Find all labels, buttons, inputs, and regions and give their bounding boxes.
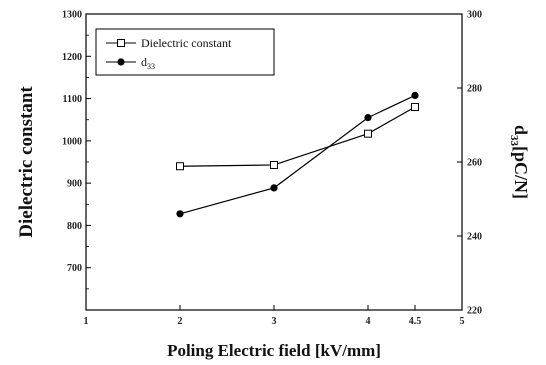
- right-y-axis-title-subscript: 33: [508, 135, 520, 147]
- x-tick-label: 2: [178, 316, 183, 327]
- legend-marker-d33: [117, 58, 125, 66]
- right-y-axis-title: d33[pC/N]: [508, 125, 531, 199]
- right-y-tick-label: 260: [467, 158, 482, 169]
- left-y-tick-label: 1100: [63, 94, 82, 105]
- series-line-d33: [179, 94, 416, 215]
- data-point-dielectric: [364, 129, 372, 138]
- left-y-tick-label: 1000: [62, 136, 82, 147]
- right-y-axis-title-unit: [pC/N]: [511, 146, 531, 199]
- left-y-tick-label: 1200: [62, 52, 82, 63]
- legend-marker-dielectric: [117, 39, 125, 47]
- legend-box: [95, 28, 275, 76]
- legend-label-dielectric: Dielectric constant: [141, 36, 232, 50]
- x-tick-label: 5: [460, 316, 465, 327]
- x-tick-label: 1: [84, 316, 89, 327]
- left-y-tick-label: 1300: [62, 10, 82, 21]
- data-point-d33: [411, 91, 419, 99]
- legend: Dielectric constant d33: [95, 28, 275, 76]
- x-tick-label: 4.5: [409, 316, 422, 327]
- data-point-d33: [176, 210, 184, 218]
- series-layer: [176, 91, 419, 218]
- x-tick-label: 3: [272, 316, 277, 327]
- data-point-dielectric: [411, 103, 419, 112]
- right-y-tick-label: 220: [467, 306, 482, 317]
- x-tick-label: 4: [366, 316, 371, 327]
- right-y-tick-label: 240: [467, 232, 482, 243]
- data-point-d33: [270, 184, 278, 192]
- left-y-tick-label: 800: [67, 221, 82, 232]
- right-y-tick-label: 300: [467, 10, 482, 21]
- x-axis: 1 2 3 4 4.5 5: [84, 305, 465, 327]
- right-y-tick-label: 280: [467, 84, 482, 95]
- left-y-tick-label: 700: [67, 263, 82, 274]
- data-point-d33: [364, 114, 372, 122]
- right-y-axis: 220 240 260 280 300: [457, 10, 482, 317]
- data-point-dielectric: [176, 162, 184, 171]
- left-y-tick-label: 900: [67, 179, 82, 190]
- x-axis-title: Poling Electric field [kV/mm]: [167, 341, 381, 360]
- data-point-dielectric: [270, 160, 278, 169]
- left-y-axis: 700 800 900 1000 1100 1200 1300: [62, 10, 91, 290]
- legend-label-d33-subscript: 33: [147, 62, 155, 71]
- left-y-axis-title: Dielectric constant: [16, 86, 37, 238]
- series-line-dielectric: [179, 106, 416, 167]
